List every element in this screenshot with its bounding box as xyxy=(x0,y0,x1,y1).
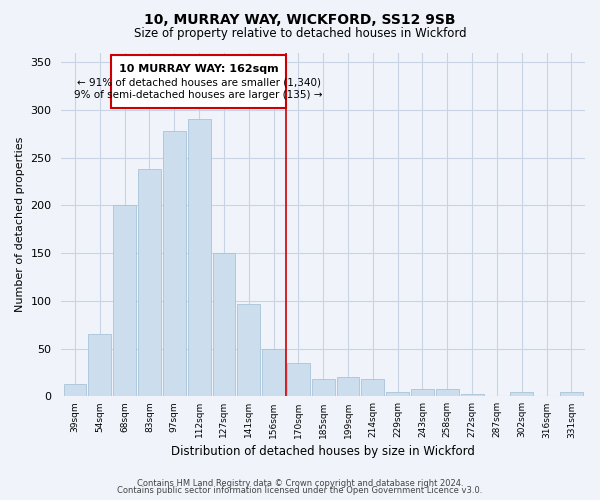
Bar xyxy=(312,379,335,396)
Bar xyxy=(287,363,310,396)
FancyBboxPatch shape xyxy=(111,56,286,108)
Text: Contains public sector information licensed under the Open Government Licence v3: Contains public sector information licen… xyxy=(118,486,482,495)
Bar xyxy=(212,253,235,396)
Bar xyxy=(113,206,136,396)
X-axis label: Distribution of detached houses by size in Wickford: Distribution of detached houses by size … xyxy=(171,444,475,458)
Bar xyxy=(64,384,86,396)
Text: Contains HM Land Registry data © Crown copyright and database right 2024.: Contains HM Land Registry data © Crown c… xyxy=(137,478,463,488)
Bar xyxy=(361,379,384,396)
Bar xyxy=(560,392,583,396)
Text: 9% of semi-detached houses are larger (135) →: 9% of semi-detached houses are larger (1… xyxy=(74,90,323,100)
Text: 10, MURRAY WAY, WICKFORD, SS12 9SB: 10, MURRAY WAY, WICKFORD, SS12 9SB xyxy=(144,12,456,26)
Bar xyxy=(386,392,409,396)
Bar xyxy=(436,388,458,396)
Bar xyxy=(262,348,285,397)
Bar xyxy=(88,334,111,396)
Text: ← 91% of detached houses are smaller (1,340): ← 91% of detached houses are smaller (1,… xyxy=(77,78,320,88)
Bar xyxy=(411,388,434,396)
Bar xyxy=(238,304,260,396)
Text: Size of property relative to detached houses in Wickford: Size of property relative to detached ho… xyxy=(134,28,466,40)
Text: 10 MURRAY WAY: 162sqm: 10 MURRAY WAY: 162sqm xyxy=(119,64,278,74)
Bar xyxy=(163,131,186,396)
Bar xyxy=(461,394,484,396)
Bar xyxy=(188,120,211,396)
Bar xyxy=(511,392,533,396)
Bar xyxy=(337,377,359,396)
Y-axis label: Number of detached properties: Number of detached properties xyxy=(15,136,25,312)
Bar xyxy=(138,169,161,396)
